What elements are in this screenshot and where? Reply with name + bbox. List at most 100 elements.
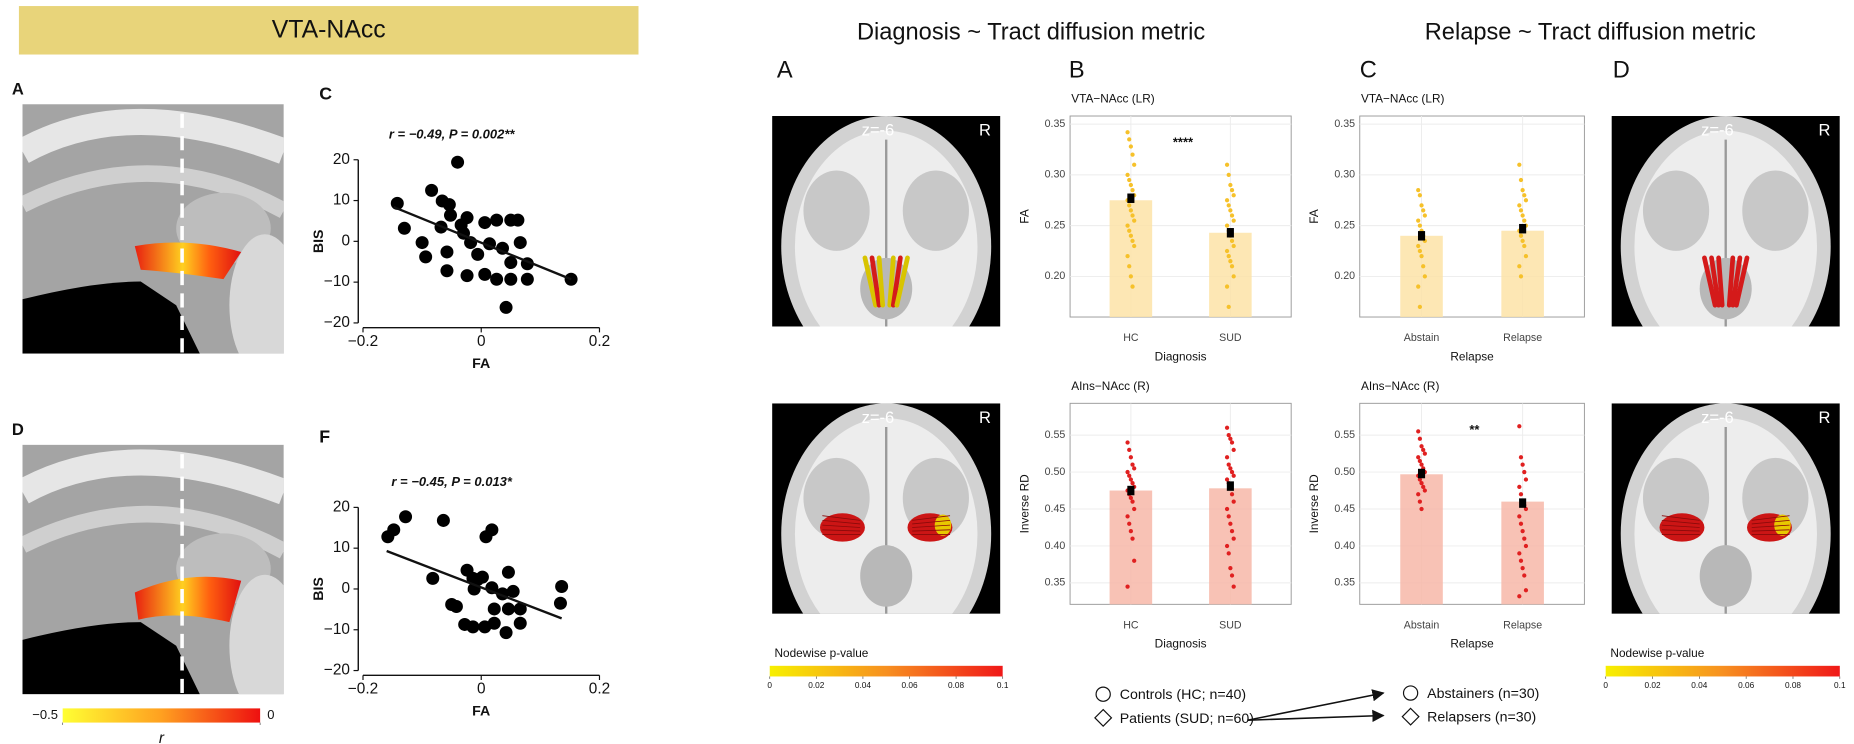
significance: **** <box>1173 135 1194 150</box>
data-point <box>1130 187 1135 193</box>
data-point <box>1231 447 1236 453</box>
brain-image <box>22 104 284 354</box>
colorbar-tick-label: 0.08 <box>948 681 964 690</box>
slice-label: z=-6 <box>1701 121 1734 140</box>
tract <box>1726 255 1736 308</box>
bar <box>1400 235 1443 318</box>
data-point <box>1130 213 1135 218</box>
point <box>460 269 474 283</box>
mean-marker <box>1127 485 1135 496</box>
data-point <box>1522 243 1527 249</box>
data-point <box>1417 436 1423 441</box>
x-tick-label: HC <box>1123 619 1139 631</box>
mean-marker <box>1417 468 1426 479</box>
data-point <box>1421 484 1426 489</box>
brain-tissue <box>229 574 284 695</box>
data-point <box>1226 172 1231 178</box>
y-tick-label: 0 <box>341 580 350 597</box>
data-point <box>1130 284 1135 289</box>
data-point <box>1224 248 1230 254</box>
point <box>451 155 465 169</box>
point <box>440 245 454 259</box>
tract-fiber <box>1661 519 1700 525</box>
point <box>501 602 515 616</box>
side-label: R <box>979 121 991 140</box>
data-point <box>1416 284 1421 289</box>
panel-letter: F <box>319 426 330 446</box>
data-point <box>1416 243 1421 249</box>
data-point <box>1130 499 1135 504</box>
point <box>553 596 567 610</box>
data-point <box>1224 425 1230 430</box>
colorbar-tick-label: 0.06 <box>901 681 917 690</box>
data-point <box>1517 514 1522 519</box>
data-point <box>1128 495 1134 501</box>
data-point <box>1517 424 1522 429</box>
data-point <box>1518 208 1524 213</box>
point <box>504 256 518 270</box>
data-point <box>1128 477 1134 482</box>
y-tick-label: 0.55 <box>1334 429 1355 441</box>
tract-fiber <box>912 529 951 532</box>
data-point <box>1128 455 1134 460</box>
y-tick-label: 0.40 <box>1045 540 1066 552</box>
tract-fiber <box>912 515 951 521</box>
tract-fiber <box>1661 515 1700 521</box>
point <box>555 580 569 594</box>
point <box>490 213 504 227</box>
data-point <box>1520 566 1525 571</box>
data-point <box>1224 477 1230 482</box>
data-point <box>1127 203 1132 208</box>
point <box>425 183 439 197</box>
data-point <box>1226 551 1231 556</box>
panel-letter: C <box>1360 57 1377 83</box>
significance: ** <box>1469 422 1480 437</box>
data-point <box>1127 137 1132 142</box>
data-point <box>1229 264 1235 269</box>
data-point <box>1228 436 1233 441</box>
brain-tissue <box>1642 170 1710 251</box>
data-point <box>1517 594 1522 599</box>
x-tick-label: −0.2 <box>348 333 378 350</box>
data-point <box>1419 481 1424 486</box>
data-point <box>1422 488 1427 493</box>
colorbar-title: Nodewise p-value <box>1610 646 1704 660</box>
data-point <box>1228 566 1233 571</box>
data-point <box>1523 543 1529 549</box>
side-label: R <box>979 408 991 427</box>
brain-tissue <box>803 170 870 251</box>
colorbar-tick-label: 0.1 <box>997 681 1009 690</box>
data-point <box>1523 506 1529 512</box>
tract-fiber <box>1751 529 1790 532</box>
colorbar-tick-label: 0 <box>767 681 772 690</box>
point <box>499 300 513 314</box>
brain-image <box>1611 403 1840 614</box>
point <box>415 236 429 250</box>
data-point <box>1518 492 1524 497</box>
data-point <box>1127 264 1132 269</box>
chart-title: AIns−NAcc (R) <box>1071 379 1150 393</box>
x-axis-label: Relapse <box>1450 637 1494 651</box>
y-tick-label: 0.30 <box>1045 169 1066 181</box>
data-point <box>1422 274 1427 279</box>
x-tick-label: HC <box>1123 332 1139 344</box>
point <box>419 250 433 264</box>
data-point <box>1421 447 1426 453</box>
x-tick-label: Abstain <box>1404 332 1440 344</box>
data-point <box>1224 543 1230 549</box>
data-point <box>1231 536 1236 541</box>
y-axis-label: Inverse RD <box>1017 474 1031 533</box>
colorbar-tick-label: −0.5 <box>32 707 58 722</box>
fit-line <box>393 205 572 281</box>
data-point <box>1422 451 1427 456</box>
point <box>513 236 527 250</box>
chart-title: AIns−NAcc (R) <box>1361 379 1440 393</box>
data-point <box>1228 259 1233 264</box>
data-point <box>1127 447 1132 453</box>
data-point <box>1226 304 1231 309</box>
panel-letter: D <box>12 420 24 439</box>
tract <box>890 255 903 308</box>
data-point <box>1417 499 1423 504</box>
x-tick-label: 0 <box>477 681 486 698</box>
